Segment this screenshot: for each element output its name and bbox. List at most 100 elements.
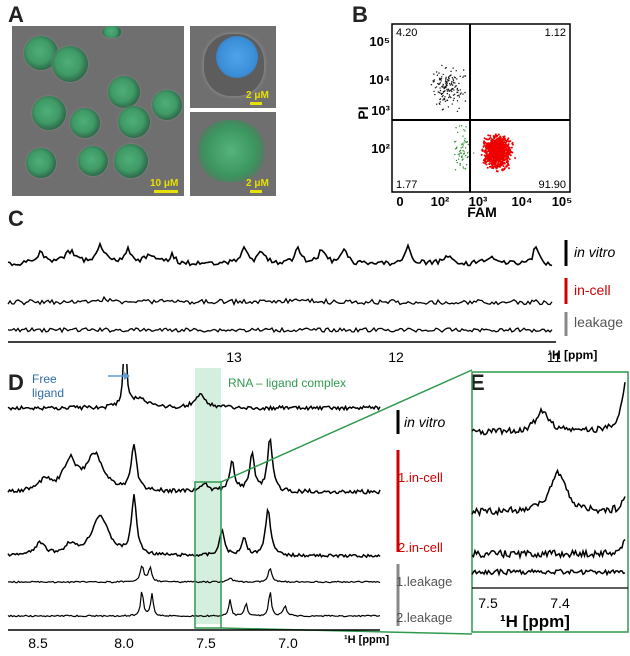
scatter-point <box>489 136 492 139</box>
scatter-point <box>463 151 465 153</box>
scale-bar <box>250 190 262 193</box>
scatter-point <box>495 143 498 146</box>
scatter-point <box>452 99 455 102</box>
microscopy-cytoplasm-image: 2 μM <box>190 112 276 196</box>
x-tick: 10² <box>431 194 450 209</box>
scatter-point <box>446 82 448 84</box>
x-tick: 10⁵ <box>552 194 573 209</box>
scatter-point <box>507 151 510 154</box>
x-axis-label: FAM <box>467 204 497 218</box>
scatter-point <box>482 161 485 164</box>
scatter-point <box>494 162 497 165</box>
scatter-point <box>488 152 491 155</box>
scatter-point <box>460 147 462 149</box>
scatter-point <box>486 138 489 141</box>
free-ligand-label: Free ligand <box>32 372 64 400</box>
scatter-point <box>492 162 495 165</box>
legend-d-in-vitro: in vitro <box>404 414 446 430</box>
scatter-point <box>498 136 501 139</box>
scatter-point <box>499 149 502 152</box>
microscopy-overview-image: 10 μM <box>12 26 184 196</box>
zoom-line-top <box>220 369 473 483</box>
scatter-point <box>449 84 452 86</box>
scatter-point <box>503 144 506 147</box>
scatter-point <box>493 147 496 150</box>
scatter-point <box>482 145 485 148</box>
scatter-point <box>436 103 438 105</box>
zoom-line-bottom <box>220 627 473 635</box>
scatter-point <box>433 90 435 93</box>
scatter-point <box>502 135 505 138</box>
scatter-point <box>459 162 461 165</box>
scatter-point <box>482 141 485 144</box>
scatter-point <box>452 80 455 82</box>
cell <box>114 144 148 178</box>
scatter-point <box>488 162 491 165</box>
panel-label-b: B <box>352 2 368 27</box>
scatter-point <box>438 72 440 74</box>
scatter-point <box>485 163 488 166</box>
spectrum-c-in-vitro <box>7 241 553 267</box>
scatter-point <box>501 168 504 171</box>
scatter-point <box>451 80 453 83</box>
scatter-point <box>499 136 502 139</box>
scatter-point <box>446 90 449 92</box>
scatter-point <box>473 152 475 154</box>
scatter-point <box>495 139 498 142</box>
scatter-point <box>481 149 484 152</box>
scatter-point <box>439 78 442 81</box>
scatter-point <box>511 143 514 146</box>
scatter-point <box>446 83 448 85</box>
scatter-point <box>450 70 452 73</box>
scatter-point <box>438 77 441 80</box>
scatter-point <box>498 152 501 155</box>
scatter-point <box>449 95 451 98</box>
scatter-point <box>463 142 465 144</box>
spectrum-d-in-cell-1 <box>7 437 381 495</box>
scatter-point <box>489 142 492 145</box>
scatter-point <box>452 82 455 84</box>
spectrum-d-leakage-2 <box>7 591 381 618</box>
scatter-point <box>514 156 517 159</box>
x-tick: 13 <box>226 349 242 365</box>
scatter-point <box>459 89 462 91</box>
scatter-point <box>453 89 455 91</box>
cell <box>32 96 66 130</box>
y-tick: 10² <box>371 141 390 156</box>
scatter-point <box>493 145 496 148</box>
scatter-point <box>462 93 464 95</box>
x-tick: 7.4 <box>550 595 570 611</box>
scatter-point <box>434 87 437 89</box>
scatter-point <box>446 92 449 95</box>
scatter-point <box>438 83 440 85</box>
scatter-point <box>499 150 502 153</box>
scatter-point <box>483 154 486 157</box>
scatter-point <box>458 125 461 127</box>
cell <box>52 46 88 82</box>
scatter-point <box>441 96 443 98</box>
scatter-point <box>505 165 508 168</box>
scatter-point <box>466 152 469 154</box>
c-axis-label: ¹H [ppm] <box>548 348 598 362</box>
scatter-point <box>441 92 444 95</box>
scatter-point <box>458 155 460 157</box>
y-tick: 10⁴ <box>369 72 390 87</box>
cell <box>152 90 182 120</box>
spectrum-c-in-cell <box>7 295 553 306</box>
spectrum-d-leakage-1 <box>7 565 381 584</box>
scatter-point <box>452 67 454 69</box>
panel-label-d: D <box>8 370 24 395</box>
scatter-point <box>461 159 464 161</box>
scatter-point <box>504 155 507 158</box>
scatter-point <box>452 87 454 90</box>
scatter-point <box>445 85 447 88</box>
panel-c-spectra: 13 12 11 <box>7 240 568 365</box>
scatter-point <box>461 143 463 145</box>
panel-label-c: C <box>8 206 24 231</box>
scatter-point <box>502 156 505 159</box>
scatter-point <box>488 148 491 151</box>
scatter-point <box>509 151 512 154</box>
scatter-point <box>454 169 457 171</box>
scatter-point <box>507 167 510 170</box>
scatter-point <box>453 141 456 143</box>
